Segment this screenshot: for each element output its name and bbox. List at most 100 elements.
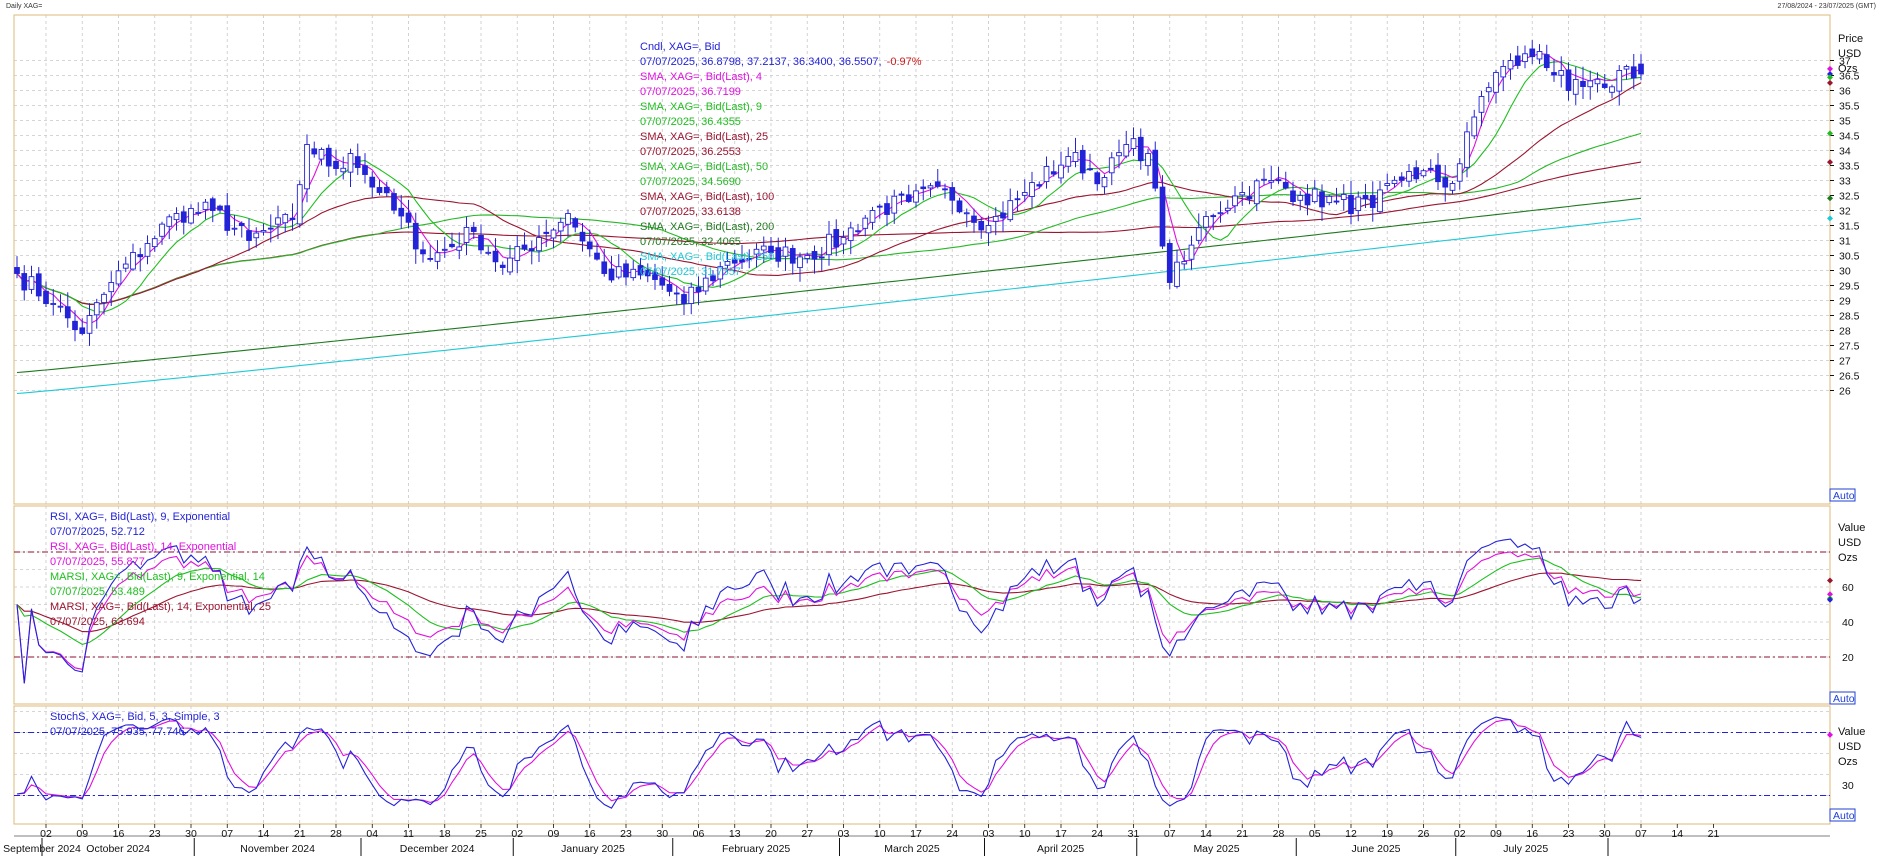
- candle-body[interactable]: [550, 229, 557, 239]
- candle-body[interactable]: [1065, 156, 1072, 167]
- candle-body[interactable]: [1290, 190, 1296, 203]
- candle-body[interactable]: [1493, 72, 1499, 93]
- candle-body[interactable]: [325, 147, 332, 167]
- candle-body[interactable]: [1478, 96, 1485, 113]
- candle-body[interactable]: [1087, 168, 1093, 171]
- candle-body[interactable]: [1558, 70, 1565, 76]
- candle-body[interactable]: [528, 248, 535, 251]
- candle-body[interactable]: [934, 181, 941, 187]
- candle-body[interactable]: [1536, 51, 1543, 60]
- candle-body[interactable]: [1485, 87, 1492, 93]
- candle-body[interactable]: [913, 190, 919, 203]
- candle-body[interactable]: [615, 266, 622, 278]
- candle-body[interactable]: [130, 251, 136, 270]
- candle-body[interactable]: [1275, 179, 1282, 182]
- candle-body[interactable]: [1232, 195, 1238, 207]
- candle-body[interactable]: [470, 226, 477, 232]
- candle-body[interactable]: [630, 268, 637, 279]
- candle-body[interactable]: [775, 247, 782, 262]
- candle-body[interactable]: [1435, 164, 1441, 183]
- candle-body[interactable]: [746, 257, 753, 260]
- candle-body[interactable]: [101, 293, 107, 304]
- candle-body[interactable]: [1188, 244, 1195, 260]
- candle-body[interactable]: [1449, 183, 1456, 191]
- candle-body[interactable]: [1609, 86, 1615, 93]
- candle-body[interactable]: [1101, 177, 1108, 188]
- candle-body[interactable]: [289, 217, 296, 220]
- candle-body[interactable]: [543, 231, 550, 234]
- candle-body[interactable]: [956, 200, 963, 213]
- candle-body[interactable]: [1369, 195, 1376, 208]
- candle-body[interactable]: [108, 282, 115, 293]
- candle-body[interactable]: [1413, 167, 1420, 180]
- candle-body[interactable]: [93, 302, 100, 316]
- candle-body[interactable]: [971, 215, 977, 223]
- candle-body[interactable]: [296, 184, 303, 225]
- candle-body[interactable]: [760, 245, 767, 251]
- candle-body[interactable]: [1522, 53, 1528, 63]
- candle-body[interactable]: [1384, 183, 1391, 186]
- rsi-panel[interactable]: [13, 505, 1831, 705]
- candle-body[interactable]: [1159, 186, 1166, 247]
- candle-body[interactable]: [144, 243, 151, 257]
- candle-body[interactable]: [115, 270, 122, 285]
- candle-body[interactable]: [1029, 182, 1035, 197]
- candle-body[interactable]: [1195, 227, 1202, 241]
- candle-body[interactable]: [188, 207, 194, 224]
- candle-body[interactable]: [1166, 242, 1173, 283]
- candle-body[interactable]: [978, 221, 985, 231]
- candle-body[interactable]: [72, 320, 78, 331]
- candle-body[interactable]: [942, 188, 948, 191]
- candle-body[interactable]: [1043, 166, 1050, 183]
- candle-body[interactable]: [311, 148, 318, 155]
- candle-body[interactable]: [1123, 144, 1130, 157]
- candle-body[interactable]: [949, 187, 956, 201]
- candle-body[interactable]: [623, 263, 629, 278]
- candle-body[interactable]: [557, 221, 564, 232]
- candle-body[interactable]: [927, 185, 934, 189]
- candle-body[interactable]: [86, 315, 93, 334]
- candle-body[interactable]: [485, 251, 492, 254]
- candle-body[interactable]: [398, 207, 405, 217]
- candle-body[interactable]: [1297, 195, 1304, 201]
- candle-body[interactable]: [898, 193, 905, 196]
- candle-body[interactable]: [1021, 192, 1028, 196]
- candle-body[interactable]: [427, 257, 434, 260]
- candle-body[interactable]: [441, 248, 448, 251]
- candle-body[interactable]: [666, 283, 673, 292]
- candle-body[interactable]: [565, 213, 571, 225]
- candle-body[interactable]: [1333, 200, 1340, 203]
- candle-body[interactable]: [1362, 194, 1369, 200]
- candle-body[interactable]: [1565, 69, 1572, 91]
- candle-body[interactable]: [637, 265, 644, 276]
- candle-body[interactable]: [246, 230, 252, 241]
- candle-body[interactable]: [64, 306, 71, 319]
- candle-body[interactable]: [659, 277, 666, 286]
- candle-body[interactable]: [1072, 151, 1079, 162]
- candle-body[interactable]: [238, 222, 245, 227]
- price-panel[interactable]: [13, 14, 1831, 505]
- candle-body[interactable]: [383, 186, 390, 194]
- candle-body[interactable]: [847, 227, 854, 242]
- candle-body[interactable]: [57, 305, 64, 308]
- candle-body[interactable]: [695, 286, 702, 293]
- candle-body[interactable]: [376, 187, 383, 193]
- candle-body[interactable]: [1058, 164, 1064, 179]
- candle-body[interactable]: [811, 251, 818, 260]
- candle-body[interactable]: [1587, 80, 1594, 88]
- candle-body[interactable]: [1261, 178, 1267, 181]
- candle-body[interactable]: [35, 273, 42, 297]
- candle-body[interactable]: [1427, 167, 1434, 170]
- candle-body[interactable]: [1217, 212, 1224, 215]
- candle-body[interactable]: [1616, 70, 1623, 92]
- candle-body[interactable]: [412, 222, 419, 250]
- candle-body[interactable]: [594, 252, 600, 260]
- candle-body[interactable]: [1268, 180, 1275, 183]
- candle-body[interactable]: [209, 198, 216, 211]
- candle-body[interactable]: [1224, 207, 1231, 212]
- candle-body[interactable]: [340, 167, 347, 173]
- candle-body[interactable]: [1007, 200, 1014, 221]
- candle-body[interactable]: [173, 213, 180, 221]
- candle-body[interactable]: [608, 268, 615, 281]
- candle-body[interactable]: [710, 275, 716, 282]
